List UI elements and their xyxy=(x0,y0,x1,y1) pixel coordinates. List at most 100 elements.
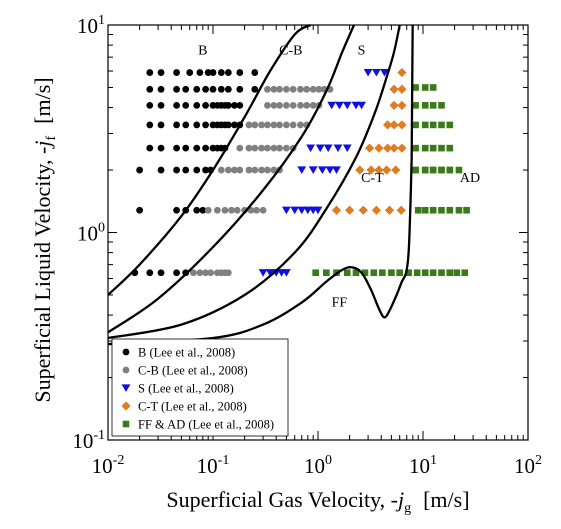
data-point xyxy=(297,101,304,109)
data-point xyxy=(173,69,180,76)
data-point xyxy=(193,121,201,129)
data-point xyxy=(463,206,470,214)
region-label: B xyxy=(198,44,207,59)
data-point xyxy=(429,269,437,277)
data-point xyxy=(290,206,300,215)
data-point xyxy=(461,269,469,277)
data-point xyxy=(224,101,232,109)
data-point xyxy=(446,121,454,129)
data-point xyxy=(446,269,454,277)
chart-marks xyxy=(131,67,470,277)
region-label: C-B xyxy=(279,44,302,59)
data-point xyxy=(332,166,341,175)
data-point xyxy=(396,269,404,277)
data-point xyxy=(209,85,217,93)
data-point xyxy=(251,85,259,93)
region-label: S xyxy=(358,44,366,59)
data-point xyxy=(264,121,271,129)
data-point xyxy=(193,166,201,174)
legend-label: C-T (Lee et al., 2008) xyxy=(138,400,247,414)
data-point xyxy=(397,143,407,153)
data-point xyxy=(146,101,154,109)
data-point xyxy=(327,101,337,110)
data-point xyxy=(146,269,154,277)
data-point xyxy=(372,68,381,77)
data-point xyxy=(438,206,445,214)
data-point xyxy=(258,121,265,129)
data-point xyxy=(146,144,154,152)
data-point xyxy=(213,206,221,214)
data-point xyxy=(233,206,241,214)
data-point xyxy=(342,101,352,110)
data-point xyxy=(270,166,278,174)
data-point xyxy=(259,206,267,214)
data-point xyxy=(446,206,454,214)
data-point xyxy=(276,144,283,152)
data-point xyxy=(438,121,445,129)
data-point xyxy=(193,101,201,109)
data-point xyxy=(421,121,429,129)
data-point xyxy=(381,165,392,175)
data-point xyxy=(397,120,407,130)
data-point xyxy=(193,206,201,214)
data-point xyxy=(374,143,384,153)
x-tick-label: 101 xyxy=(409,453,437,478)
data-point xyxy=(202,144,209,152)
data-point xyxy=(388,269,395,277)
data-point xyxy=(251,144,259,152)
series-1-points xyxy=(189,85,334,277)
data-point xyxy=(264,101,271,109)
data-point xyxy=(355,165,365,175)
data-point xyxy=(228,206,235,214)
data-point xyxy=(264,166,271,174)
series-2-points xyxy=(258,68,389,277)
data-point xyxy=(289,121,297,129)
data-point xyxy=(231,121,238,129)
y-tick-label: 101 xyxy=(77,13,105,38)
data-point xyxy=(224,166,232,174)
data-point xyxy=(351,101,361,110)
boundary-line xyxy=(107,24,356,334)
data-point xyxy=(270,121,278,129)
boundary-line xyxy=(107,24,401,340)
data-point xyxy=(265,269,275,277)
data-point xyxy=(333,144,343,153)
data-point xyxy=(202,85,209,93)
data-point xyxy=(297,206,307,215)
data-point xyxy=(202,121,209,129)
data-point xyxy=(282,144,290,152)
legend-label: FF & AD (Lee et al., 2008) xyxy=(138,418,274,432)
data-point xyxy=(157,144,165,152)
data-point xyxy=(309,85,317,93)
data-point xyxy=(157,85,165,93)
x-axis-label: Superficial Gas Velocity, -jg [m/s] xyxy=(166,487,469,516)
data-point xyxy=(251,69,259,76)
data-point xyxy=(297,121,304,129)
data-point xyxy=(412,144,419,152)
data-point xyxy=(136,166,144,174)
data-point xyxy=(429,84,437,91)
data-point xyxy=(421,102,429,109)
series-4-points xyxy=(312,84,470,277)
data-point xyxy=(276,101,283,109)
data-point xyxy=(371,205,382,215)
data-point xyxy=(245,166,253,174)
data-point xyxy=(297,166,307,175)
data-point xyxy=(317,166,327,175)
data-point xyxy=(245,144,253,152)
data-point xyxy=(438,269,445,277)
data-point xyxy=(202,269,209,277)
y-tick-label: 10-1 xyxy=(72,428,105,453)
y-axis-label: Superficial Liquid Velocity, -jf[m/s] xyxy=(30,77,59,402)
legend-marker xyxy=(122,420,130,428)
data-point xyxy=(182,144,190,152)
data-point xyxy=(182,121,190,129)
data-point xyxy=(196,69,204,76)
data-point xyxy=(146,85,154,93)
data-point xyxy=(281,206,291,215)
axis-ticks xyxy=(107,24,529,441)
data-point xyxy=(157,101,165,109)
data-point xyxy=(193,85,201,93)
data-point xyxy=(282,121,290,129)
